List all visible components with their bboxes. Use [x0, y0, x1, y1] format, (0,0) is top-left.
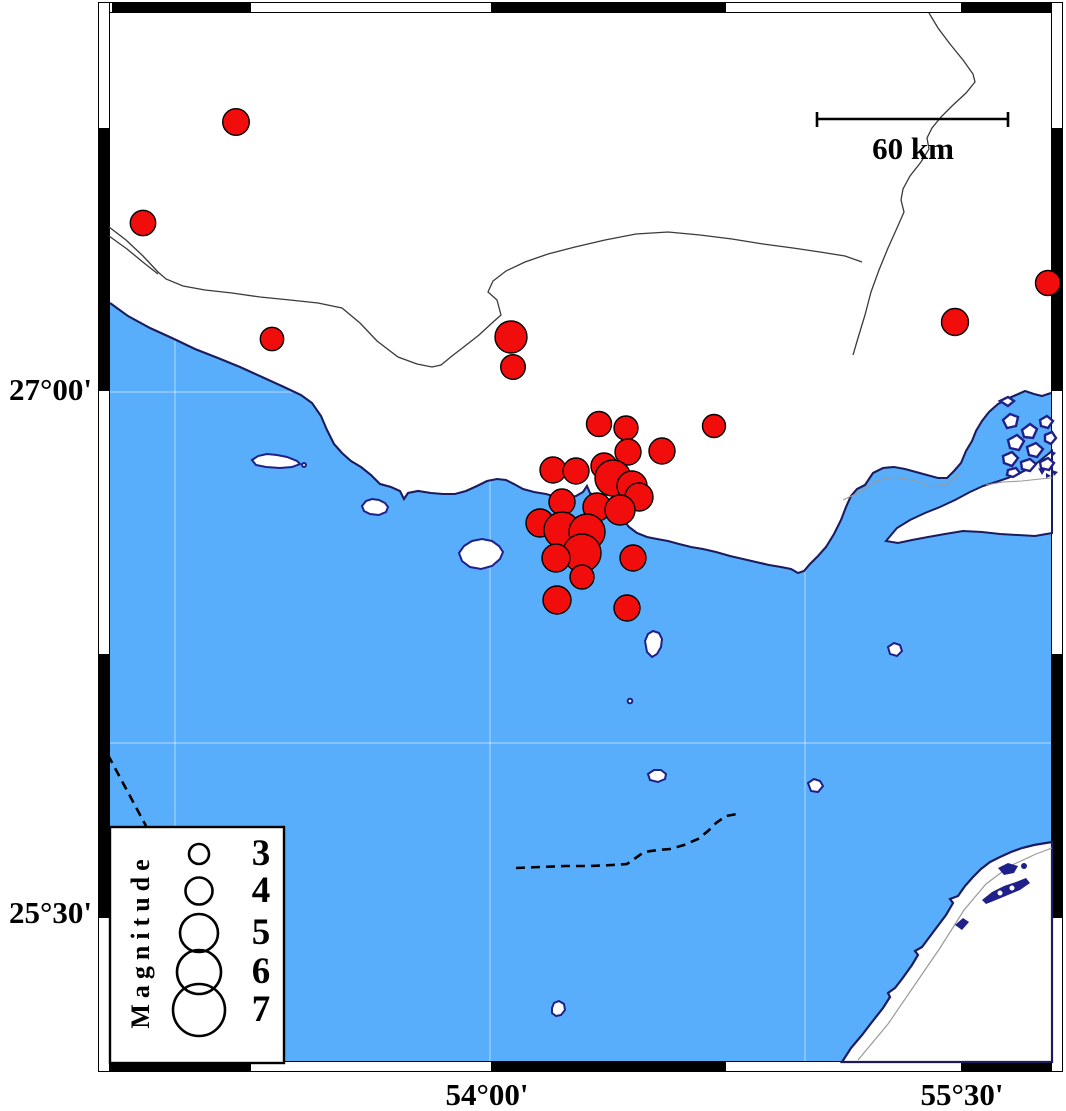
epicenter-marker [129, 209, 157, 237]
island [457, 537, 505, 571]
epicenter-marker [604, 494, 636, 526]
legend-title: Magnitude [126, 853, 155, 1029]
scale-bar-label: 60 km [872, 131, 954, 166]
frame-tick [1052, 128, 1062, 391]
epicenter-marker [569, 564, 595, 590]
axis-label-lat-bottom: 25°30' [8, 895, 92, 930]
frame-tick [1052, 654, 1062, 918]
island [551, 999, 567, 1018]
legend-circle-scale [171, 842, 227, 1038]
frame-tick [961, 3, 1061, 12]
axis-label-lat-top: 27°00' [8, 372, 92, 407]
axis-label-lon-right: 55°30' [920, 1077, 1004, 1111]
coastline [109, 302, 1052, 575]
island [250, 452, 302, 470]
frame-tick [491, 3, 726, 12]
epicenter-marker [613, 594, 641, 622]
epicenter-marker [539, 456, 567, 484]
island-qeshm [884, 448, 1053, 545]
road-lines [842, 472, 1053, 501]
small-islands [250, 452, 904, 1018]
island [646, 769, 668, 784]
legend-mag-6: 6 [251, 951, 271, 992]
epicenter-marker [500, 354, 527, 381]
epicenter-marker [548, 488, 576, 516]
frame-tick [110, 1062, 251, 1071]
epicenter-marker [648, 437, 676, 465]
legend-magnitude-circle [178, 912, 220, 954]
legend-box [108, 825, 286, 1065]
island [886, 641, 904, 658]
epicenter-marker [542, 585, 572, 615]
map-frame-left [98, 2, 110, 1072]
epicenter-marker [541, 543, 571, 573]
epicenter-marker [619, 544, 647, 572]
epicenter-marker [940, 307, 970, 337]
sea-area [110, 303, 1051, 1061]
epicenter-marker [585, 410, 613, 438]
legend-mag-7: 7 [251, 989, 271, 1030]
frame-tick [961, 1062, 1061, 1071]
frame-tick [99, 654, 109, 918]
epicenter-marker [494, 320, 528, 354]
frame-tick [99, 128, 109, 391]
epicenter-marker [259, 326, 285, 352]
lagoon-detail [955, 863, 1030, 930]
legend-magnitude-circle [187, 842, 211, 866]
maritime-boundary-dashed [106, 754, 738, 870]
frame-tick [491, 1062, 726, 1071]
mangrove-detail [1038, 450, 1058, 478]
legend-mag-5: 5 [251, 912, 271, 953]
epicenter-marker [613, 415, 639, 441]
island [360, 497, 390, 517]
scale-bar [815, 112, 1010, 127]
islet [626, 697, 634, 705]
legend-magnitude-circle [175, 948, 223, 996]
legend-mag-4: 4 [251, 870, 271, 911]
island [643, 629, 664, 659]
road-line [857, 847, 1053, 1061]
epicenter-layer [129, 107, 1062, 622]
archipelago [997, 395, 1058, 479]
map-frame-right [1051, 2, 1063, 1072]
islet [301, 462, 307, 468]
epicenter-marker [1034, 269, 1062, 297]
frame-tick [112, 3, 251, 12]
epicenter-marker [562, 457, 590, 485]
island [806, 777, 825, 794]
legend-magnitude-circle [171, 982, 227, 1038]
epicenter-marker [701, 413, 727, 439]
legend-magnitude-circle [184, 876, 214, 906]
epicenter-marker [614, 438, 642, 466]
epicenter-marker [221, 107, 250, 136]
axis-label-lon-left: 54°00' [445, 1077, 529, 1111]
legend-mag-3: 3 [251, 833, 271, 874]
border-lines [108, 12, 976, 368]
